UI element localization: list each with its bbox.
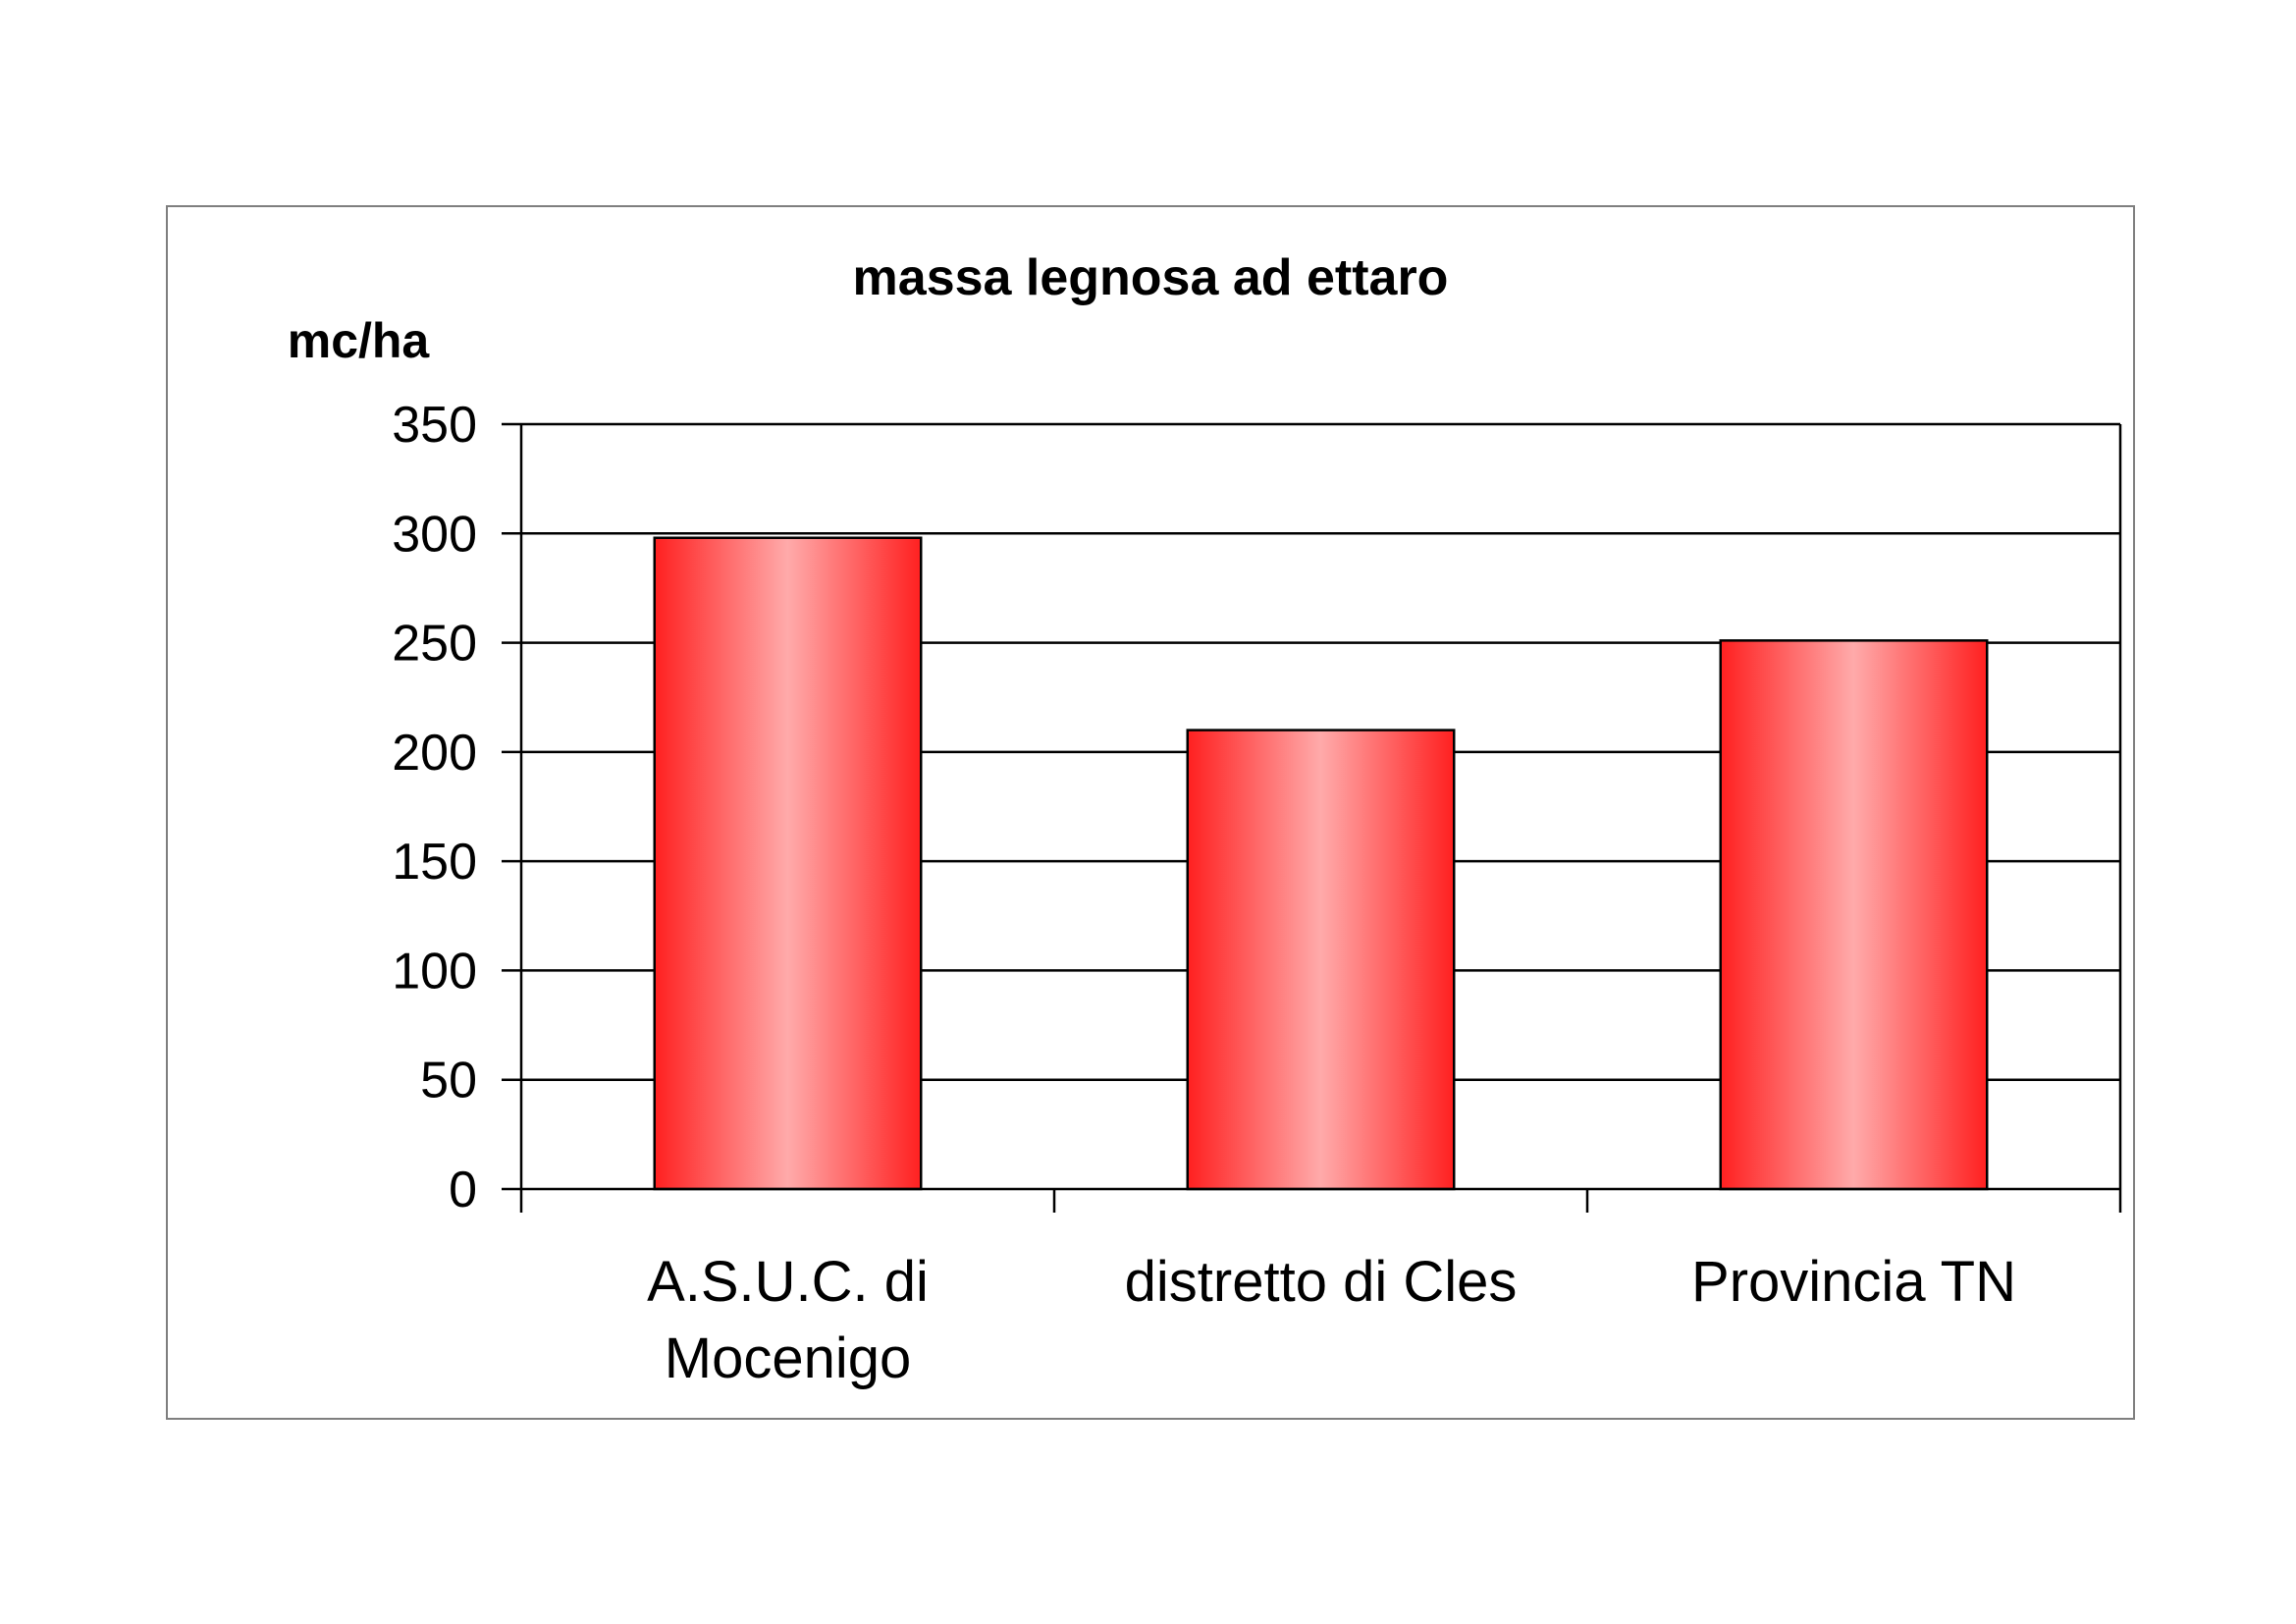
y-tick-label: 250: [392, 616, 477, 673]
bars: [653, 536, 1989, 1191]
y-tick-label: 200: [392, 725, 477, 782]
x-category-label: A.S.U.C. di: [647, 1250, 929, 1314]
y-tick-label: 300: [392, 506, 477, 563]
bar: [653, 536, 923, 1191]
bar: [1719, 639, 1989, 1191]
chart-title: massa legnosa ad ettaro: [853, 249, 1449, 306]
y-tick-label: 150: [392, 834, 477, 891]
bar: [1186, 729, 1456, 1191]
y-tick-label: 50: [420, 1053, 477, 1110]
y-tick-label: 350: [392, 397, 477, 454]
x-category-label: Mocenigo: [665, 1326, 911, 1390]
axes: [502, 422, 2122, 1213]
y-tick-label: 0: [449, 1162, 477, 1218]
y-tick-label: 100: [392, 943, 477, 1000]
x-category-labels: A.S.U.C. di Mocenigo distretto di Cles Prov…: [647, 1250, 2016, 1390]
y-tick-labels: 0 50 100 150 200 250 300 350: [392, 397, 477, 1218]
y-axis-label: mc/ha: [288, 313, 431, 368]
x-category-label: distretto di Cles: [1125, 1250, 1518, 1314]
x-category-label: Provincia TN: [1691, 1250, 2016, 1314]
